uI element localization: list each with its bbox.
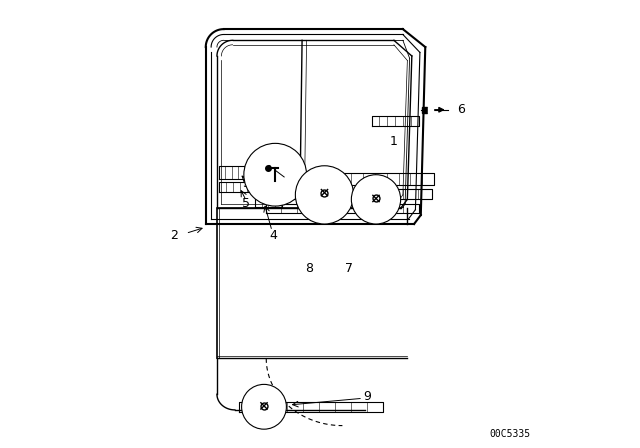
Circle shape — [351, 175, 401, 224]
Text: 9: 9 — [363, 390, 371, 403]
Text: 7: 7 — [345, 262, 353, 276]
Text: 5: 5 — [242, 197, 250, 211]
Circle shape — [244, 143, 307, 206]
Bar — [428, 107, 433, 113]
Text: 8: 8 — [305, 262, 313, 276]
Bar — [428, 107, 433, 113]
Text: 4: 4 — [269, 228, 277, 242]
Circle shape — [242, 384, 287, 429]
Text: 00C5335: 00C5335 — [490, 429, 531, 439]
Text: 2: 2 — [170, 228, 179, 242]
Text: 1: 1 — [390, 134, 398, 148]
Circle shape — [296, 166, 354, 224]
Text: 6: 6 — [457, 103, 465, 116]
Text: 3: 3 — [242, 177, 250, 190]
Bar — [422, 107, 427, 113]
